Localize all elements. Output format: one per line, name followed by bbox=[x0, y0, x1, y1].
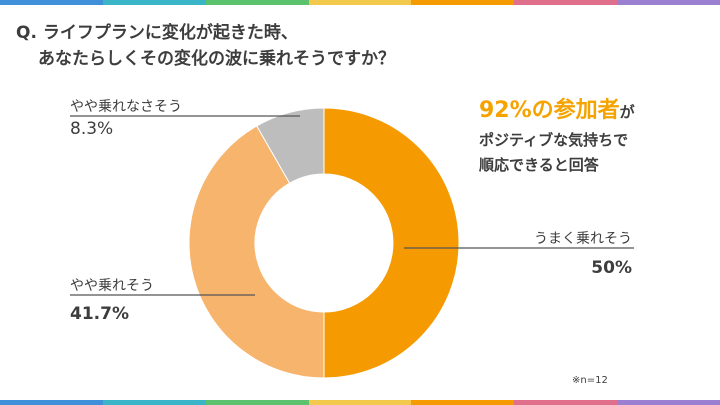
callout: 92%の参加者が ポジティブな気持ちで 順応できると回答 bbox=[479, 92, 635, 178]
stripe-segment bbox=[308, 0, 412, 5]
question-line-2: あなたらしくその変化の波に乗れそうですか？ bbox=[38, 49, 395, 69]
bottom-color-stripe bbox=[0, 400, 720, 405]
callout-body: ポジティブな気持ちで 順応できると回答 bbox=[479, 128, 635, 178]
callout-line-1: ポジティブな気持ちで bbox=[479, 131, 629, 149]
stripe-segment bbox=[0, 400, 103, 405]
stripe-segment bbox=[205, 0, 309, 5]
callout-headline-suffix: が bbox=[619, 103, 635, 121]
stripe-segment bbox=[102, 0, 206, 5]
stripe-segment bbox=[617, 400, 720, 405]
label-name-slight-yes: やや乗れそう bbox=[70, 278, 154, 294]
slice-slight-yes bbox=[188, 125, 325, 379]
stripe-segment bbox=[411, 400, 515, 405]
callout-headline: 92%の参加者が bbox=[479, 92, 635, 124]
slice-yes bbox=[323, 107, 460, 379]
question-line-1: Q. ライフプランに変化が起きた時、 bbox=[16, 23, 298, 43]
stripe-segment bbox=[617, 0, 720, 5]
stripe-segment bbox=[102, 400, 206, 405]
question-title: Q. ライフプランに変化が起きた時、 あなたらしくその変化の波に乗れそうですか？ bbox=[16, 20, 395, 72]
callout-headline-main: 92%の参加者 bbox=[479, 98, 620, 123]
slice-slight-no bbox=[256, 107, 325, 184]
label-name-yes: うまく乗れそう bbox=[534, 231, 632, 247]
label-value-slight-no: 8.3% bbox=[70, 119, 114, 139]
stripe-segment bbox=[514, 400, 618, 405]
label-name-slight-no: やや乗れなさそう bbox=[70, 99, 182, 115]
top-color-stripe bbox=[0, 0, 720, 5]
stripe-segment bbox=[205, 400, 309, 405]
callout-line-2: 順応できると回答 bbox=[479, 156, 599, 174]
stripe-segment bbox=[514, 0, 618, 5]
label-value-yes: 50% bbox=[591, 258, 632, 278]
label-value-slight-yes: 41.7% bbox=[70, 304, 129, 324]
stripe-segment bbox=[0, 0, 103, 5]
stripe-segment bbox=[411, 0, 515, 5]
stripe-segment bbox=[308, 400, 412, 405]
sample-size-note: ※n=12 bbox=[572, 375, 608, 386]
